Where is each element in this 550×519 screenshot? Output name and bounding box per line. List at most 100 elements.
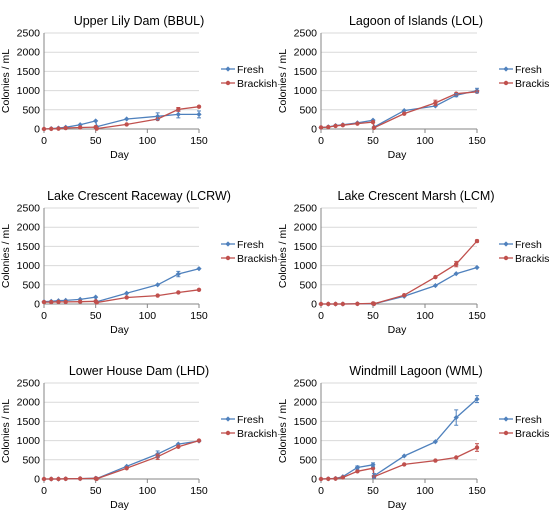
chart-title: Lake Crescent Marsh (LCM): [338, 189, 495, 203]
y-tick-label: 0: [34, 124, 40, 136]
legend-label: Fresh: [515, 64, 542, 76]
data-point: [124, 290, 130, 296]
data-point: [63, 476, 68, 482]
data-point: [433, 274, 438, 280]
data-point: [401, 453, 407, 459]
data-point: [402, 462, 407, 467]
legend-label: Brackish: [515, 428, 550, 440]
data-point: [326, 476, 331, 482]
legend-label: Fresh: [515, 414, 542, 426]
y-tick-label: 1000: [294, 260, 318, 272]
y-tick-label: 0: [311, 474, 317, 486]
y-tick-label: 2000: [294, 47, 318, 59]
data-point: [340, 301, 346, 307]
y-tick-label: 500: [299, 104, 317, 116]
legend-swatch-marker: [503, 66, 509, 72]
data-point: [175, 441, 181, 447]
legend-swatch-marker: [503, 430, 509, 436]
x-tick-label: 50: [367, 310, 379, 322]
chart-title: Upper Lily Dam (BBUL): [74, 14, 205, 28]
y-axis-label: Colonies / mL: [277, 399, 289, 463]
y-tick-label: 500: [22, 104, 40, 116]
x-tick-label: 150: [468, 485, 486, 497]
y-tick-label: 500: [299, 279, 317, 291]
y-tick-label: 2000: [17, 47, 41, 59]
y-tick-label: 1500: [294, 66, 318, 78]
legend-swatch-marker: [225, 66, 231, 72]
series-fresh: [318, 264, 480, 307]
x-tick-label: 100: [139, 485, 157, 497]
x-tick-label: 150: [190, 310, 208, 322]
data-point: [196, 287, 202, 292]
data-point: [77, 296, 83, 302]
legend-swatch-marker: [503, 80, 509, 86]
data-point: [196, 266, 202, 272]
x-tick-label: 150: [468, 310, 486, 322]
legend-label: Brackish: [237, 253, 277, 265]
data-point: [124, 122, 129, 127]
chart-title: Lake Crescent Raceway (LCRW): [47, 189, 231, 203]
x-tick-label: 150: [190, 485, 208, 497]
y-tick-label: 1500: [17, 241, 41, 253]
data-point: [355, 121, 360, 126]
y-tick-label: 2000: [294, 397, 318, 409]
data-point: [49, 476, 54, 482]
data-point: [432, 282, 438, 289]
legend-swatch-marker: [225, 430, 231, 436]
x-axis-label: Day: [388, 499, 407, 511]
x-tick-label: 0: [41, 485, 47, 497]
data-point: [402, 111, 407, 116]
legend-label: Fresh: [515, 239, 542, 251]
y-tick-label: 1500: [294, 416, 318, 428]
x-tick-label: 100: [139, 310, 157, 322]
x-tick-label: 100: [416, 310, 434, 322]
y-tick-label: 2500: [17, 28, 41, 40]
legend-label: Brackish: [515, 78, 550, 90]
data-point: [93, 294, 99, 300]
data-point: [340, 122, 346, 128]
x-axis-label: Day: [388, 324, 407, 336]
y-tick-label: 1000: [17, 260, 41, 272]
y-tick-label: 2000: [17, 397, 41, 409]
data-point: [77, 299, 83, 304]
data-point: [370, 119, 376, 125]
y-tick-label: 2500: [294, 28, 318, 40]
legend-label: Brackish: [237, 78, 277, 90]
data-point: [77, 476, 83, 481]
x-axis-label: Day: [388, 149, 407, 161]
y-axis-label: Colonies / mL: [277, 224, 289, 288]
data-point: [340, 475, 346, 480]
y-tick-label: 500: [299, 454, 317, 466]
data-point: [355, 301, 360, 307]
data-point: [454, 455, 459, 460]
legend-swatch-marker: [225, 241, 231, 247]
data-point: [176, 290, 181, 295]
data-point: [432, 439, 438, 445]
chart-title: Lagoon of Islands (LOL): [349, 14, 483, 28]
y-tick-label: 2000: [17, 222, 41, 234]
chart-panel-6: Windmill Lagoon (WML)0500100015002000250…: [277, 364, 550, 511]
data-point: [41, 126, 47, 132]
x-tick-label: 0: [41, 310, 47, 322]
legend-swatch-marker: [225, 80, 231, 86]
data-point: [176, 444, 181, 449]
y-tick-label: 1500: [17, 66, 41, 78]
x-tick-label: 50: [367, 485, 379, 497]
data-point: [56, 299, 61, 305]
data-point: [94, 476, 99, 482]
x-axis-label: Day: [110, 149, 129, 161]
legend-label: Brackish: [515, 253, 550, 265]
y-tick-label: 0: [311, 299, 317, 311]
y-axis-label: Colonies / mL: [0, 49, 12, 113]
x-tick-label: 100: [416, 135, 434, 147]
y-tick-label: 0: [34, 299, 40, 311]
series-brackish: [41, 438, 202, 482]
data-point: [326, 124, 331, 130]
y-tick-label: 2500: [294, 378, 318, 390]
chart-panel-2: Lagoon of Islands (LOL)05001000150020002…: [277, 14, 550, 161]
chart-panel-4: Lake Crescent Marsh (LCM)050010001500200…: [277, 189, 550, 336]
data-point: [93, 118, 99, 124]
data-point: [124, 116, 130, 122]
data-point: [41, 299, 47, 305]
